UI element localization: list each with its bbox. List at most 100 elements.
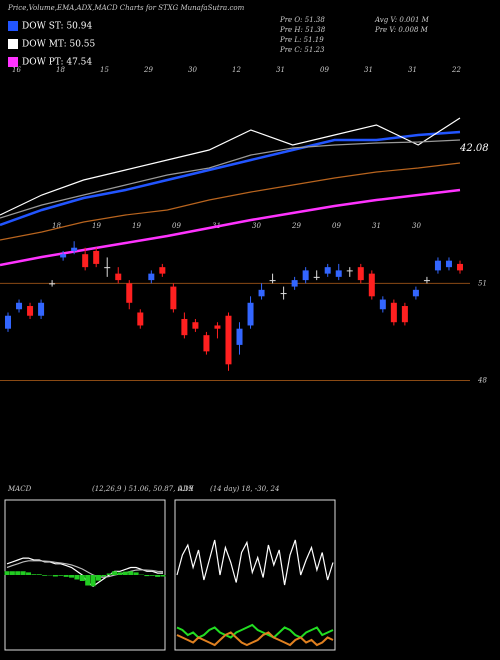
histogram-bar	[52, 575, 58, 577]
histogram-bar	[85, 575, 91, 586]
stat: Pre H: 51.38	[279, 26, 326, 34]
histogram-bar	[63, 575, 69, 577]
candle-body	[236, 328, 243, 345]
candle-body	[280, 293, 287, 295]
histogram-bar	[144, 575, 150, 577]
legend-swatch	[8, 39, 18, 49]
macd-panel: MACD (12,26,9 ) 51.06, 50.87, 0.19	[4, 485, 194, 651]
histogram-bar	[74, 575, 80, 580]
date-label: 31	[408, 66, 417, 74]
y-tick-label: 48	[477, 377, 487, 385]
histogram-bar	[122, 571, 128, 575]
candle-body	[137, 312, 144, 326]
candle-body	[302, 270, 309, 281]
candle-body	[192, 322, 199, 329]
date-label: 09	[332, 222, 341, 230]
candle-body	[38, 302, 45, 316]
candle-body	[126, 283, 133, 303]
y-tick-label: 51	[478, 279, 487, 287]
stat: Pre L: 51.19	[279, 36, 324, 44]
candle-body	[148, 273, 155, 281]
histogram-bar	[160, 575, 166, 577]
date-label: 29	[291, 222, 301, 230]
stat: Pre O: 51.38	[279, 16, 325, 24]
histogram-bar	[133, 572, 139, 575]
date-label: 15	[100, 66, 109, 74]
histogram-bar	[15, 571, 21, 575]
adx-panel: ADX (14 day) 18, -30, 24	[174, 485, 336, 651]
histogram-bar	[95, 575, 101, 581]
histogram-bar	[128, 571, 134, 575]
ma-line	[0, 139, 461, 219]
date-label: 30	[252, 222, 261, 230]
candle-body	[445, 260, 452, 268]
histogram-bar	[42, 575, 48, 576]
histogram-bar	[117, 572, 123, 575]
date-label: 16	[12, 66, 21, 74]
histogram-bar	[155, 575, 161, 577]
candle-body	[324, 267, 331, 274]
histogram-bar	[9, 571, 15, 575]
candle-body	[346, 270, 353, 272]
histogram-bar	[149, 575, 155, 576]
macd-params: (12,26,9 ) 51.06, 50.87, 0.19	[92, 485, 194, 493]
candle-body	[423, 280, 430, 282]
histogram-bar	[31, 574, 37, 575]
candle-body	[159, 267, 166, 274]
candle-body	[390, 302, 397, 323]
histogram-bar	[20, 571, 26, 575]
candle-body	[16, 302, 23, 310]
candle-body	[457, 263, 463, 271]
candle-body	[269, 280, 276, 282]
indicator-line	[6, 557, 163, 588]
date-label: 30	[412, 222, 421, 230]
date-label: 19	[92, 222, 101, 230]
page-title: Price,Volume,EMA,ADX,MACD Charts for STX…	[7, 4, 245, 12]
histogram-bar	[79, 575, 85, 581]
candle-body	[115, 273, 122, 281]
date-label: 09	[320, 66, 329, 74]
stat: Pre C: 51.23	[279, 46, 325, 54]
histogram-bar	[26, 572, 32, 575]
date-label: 18	[52, 222, 61, 230]
date-label: 22	[451, 66, 461, 74]
macd-title: MACD	[7, 485, 32, 493]
legend: DOW ST: 50.94 DOW MT: 50.55 DOW PT: 47.54	[8, 21, 96, 68]
adx-frame	[174, 499, 336, 651]
candle-body	[368, 273, 375, 297]
candle-body	[60, 254, 67, 258]
histogram-bar	[69, 575, 75, 578]
indicator-line	[6, 560, 164, 578]
date-label: 18	[56, 66, 65, 74]
histogram-bar	[101, 575, 107, 577]
candle-body	[49, 283, 56, 285]
histogram-bar	[90, 575, 96, 587]
date-label: 31	[364, 66, 373, 74]
candle-body	[104, 267, 111, 269]
candle-body	[27, 306, 34, 316]
candle-body	[203, 335, 210, 352]
date-label: 09	[172, 222, 181, 230]
candle-body	[379, 299, 386, 310]
date-label: 31	[372, 222, 381, 230]
candle-body	[214, 325, 221, 329]
candle-body	[291, 280, 298, 287]
histogram-bar	[4, 571, 10, 575]
y2-tick-label: 42.08	[459, 143, 489, 154]
ma-line	[0, 130, 461, 227]
histogram-bar	[106, 573, 112, 575]
candle-body	[434, 260, 441, 271]
date-label: 30	[188, 66, 197, 74]
indicator-line	[176, 539, 334, 586]
candle-body	[357, 267, 364, 281]
stats: Pre O: 51.38 Pre H: 51.38 Pre L: 51.19 Pre …	[279, 16, 430, 54]
candle-body	[401, 306, 408, 323]
date-label: 12	[232, 66, 241, 74]
ma-line	[0, 117, 461, 216]
ma-line	[0, 188, 461, 267]
candle-body	[225, 315, 232, 365]
candle-body	[93, 250, 100, 264]
candle-body	[5, 315, 11, 329]
